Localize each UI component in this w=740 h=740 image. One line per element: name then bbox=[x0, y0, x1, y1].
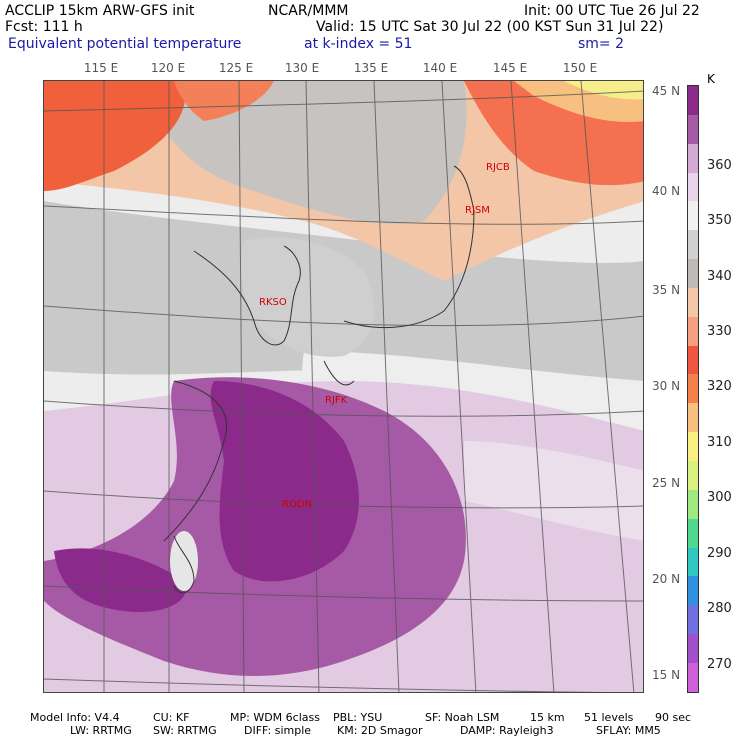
colorbar-segment bbox=[688, 547, 698, 577]
colorbar-label: 320 bbox=[707, 379, 732, 394]
lat-label: 15 N bbox=[652, 668, 681, 682]
footer-mp: MP: WDM 6class bbox=[230, 711, 320, 724]
colorbar-label: 360 bbox=[707, 158, 732, 173]
field-name: Equivalent potential temperature bbox=[8, 36, 242, 52]
map-panel: RJCB RJSM RKSO RJFK RODN bbox=[43, 80, 644, 693]
station-label: RJCB bbox=[486, 162, 510, 173]
colorbar-label: 280 bbox=[707, 601, 732, 616]
colorbar-segment bbox=[688, 432, 698, 461]
station-label: RJSM bbox=[465, 205, 490, 216]
footer-km: KM: 2D Smagor bbox=[337, 724, 423, 737]
lat-label: 35 N bbox=[652, 283, 681, 297]
lon-label: 145 E bbox=[492, 61, 528, 75]
colorbar-unit: K bbox=[707, 72, 715, 86]
lat-label: 25 N bbox=[652, 476, 681, 490]
colorbar-segment bbox=[688, 201, 698, 231]
colorbar-segment bbox=[688, 518, 698, 548]
lon-label: 140 E bbox=[422, 61, 458, 75]
lat-label: 20 N bbox=[652, 572, 681, 586]
footer-sflay: SFLAY: MM5 bbox=[596, 724, 661, 737]
colorbar-label: 300 bbox=[707, 490, 732, 505]
smoothing-label: sm= 2 bbox=[578, 36, 625, 52]
lon-label: 135 E bbox=[353, 61, 389, 75]
footer-pbl: PBL: YSU bbox=[333, 711, 383, 724]
colorbar-label: 310 bbox=[707, 435, 732, 450]
colorbar-segment bbox=[688, 230, 698, 260]
colorbar-segment bbox=[688, 287, 698, 317]
colorbar-label: 270 bbox=[707, 657, 732, 672]
colorbar-segment bbox=[688, 605, 698, 635]
footer-model-info: Model Info: V4.4 bbox=[30, 711, 120, 724]
station-label: RKSO bbox=[259, 297, 287, 308]
colorbar-segment bbox=[688, 143, 698, 173]
colorbar-segment bbox=[688, 259, 698, 288]
model-title: ACCLIP 15km ARW-GFS init bbox=[5, 3, 195, 19]
lon-label: 115 E bbox=[83, 61, 119, 75]
colorbar-label: 350 bbox=[707, 213, 732, 228]
footer-diff: DIFF: simple bbox=[244, 724, 312, 737]
colorbar-label: 330 bbox=[707, 324, 732, 339]
org-label: NCAR/MMM bbox=[268, 3, 349, 19]
colorbar-label: 290 bbox=[707, 546, 732, 561]
colorbar-segment bbox=[688, 316, 698, 346]
footer-damp: DAMP: Rayleigh3 bbox=[460, 724, 554, 737]
lat-label: 30 N bbox=[652, 379, 681, 393]
footer-levels: 51 levels bbox=[584, 711, 634, 724]
lon-label: 125 E bbox=[218, 61, 254, 75]
colorbar-segment bbox=[688, 489, 698, 519]
init-time: Init: 00 UTC Tue 26 Jul 22 bbox=[524, 3, 700, 19]
colorbar-segment bbox=[688, 576, 698, 606]
colorbar-segment bbox=[688, 634, 698, 663]
lon-label: 130 E bbox=[284, 61, 320, 75]
colorbar bbox=[687, 85, 699, 693]
lon-label: 120 E bbox=[150, 61, 186, 75]
footer-resolution: 15 km bbox=[530, 711, 565, 724]
lat-label: 45 N bbox=[652, 84, 681, 98]
colorbar-segment bbox=[688, 172, 698, 202]
footer-lw: LW: RRTMG bbox=[70, 724, 132, 737]
colorbar-label: 340 bbox=[707, 269, 732, 284]
colorbar-segment bbox=[688, 345, 698, 375]
station-label: RJFK bbox=[325, 395, 348, 406]
colorbar-segment bbox=[688, 86, 698, 115]
colorbar-segment bbox=[688, 460, 698, 490]
footer-sw: SW: RRTMG bbox=[153, 724, 217, 737]
valid-time: Valid: 15 UTC Sat 30 Jul 22 (00 KST Sun … bbox=[316, 19, 664, 35]
lat-label: 40 N bbox=[652, 184, 681, 198]
lon-label: 150 E bbox=[562, 61, 598, 75]
footer-timestep: 90 sec bbox=[655, 711, 692, 724]
footer-cu: CU: KF bbox=[153, 711, 190, 724]
colorbar-segment bbox=[688, 374, 698, 404]
footer-sf: SF: Noah LSM bbox=[425, 711, 500, 724]
colorbar-segment bbox=[688, 114, 698, 144]
station-label: RODN bbox=[282, 499, 312, 510]
k-index-label: at k-index = 51 bbox=[304, 36, 413, 52]
colorbar-segment bbox=[688, 403, 698, 433]
theta-e-field bbox=[44, 81, 643, 692]
forecast-hour: Fcst: 111 h bbox=[5, 19, 83, 35]
colorbar-segment bbox=[688, 662, 698, 692]
